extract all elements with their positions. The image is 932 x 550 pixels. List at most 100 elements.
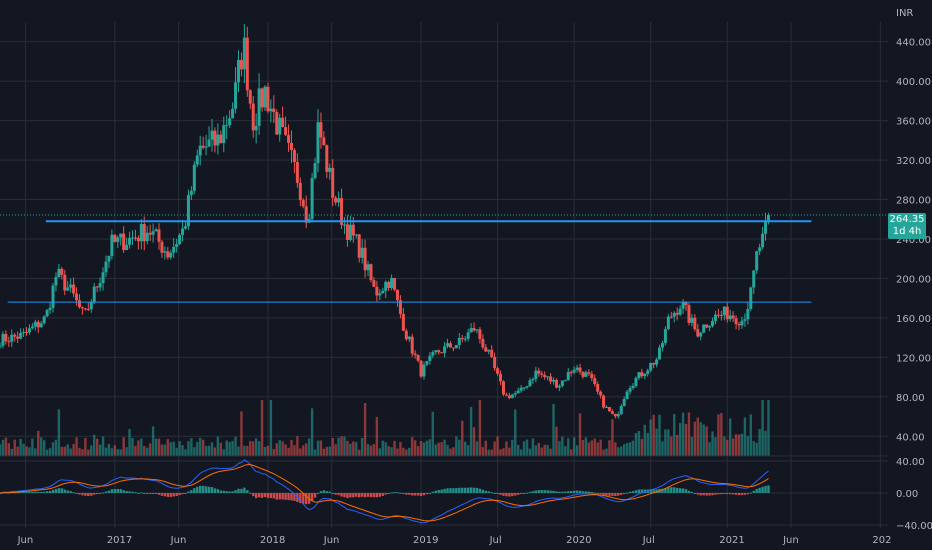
candle-body — [301, 200, 305, 207]
candle-body — [428, 355, 432, 361]
volume-bar — [375, 416, 379, 456]
candle-body — [328, 167, 332, 172]
macd-hist-bar — [720, 493, 723, 495]
candle-body — [761, 233, 765, 248]
macd-hist-bar — [166, 493, 170, 497]
volume-bar — [449, 448, 452, 456]
volume-bar — [578, 413, 582, 456]
macd-hist-bar — [260, 493, 264, 498]
volume-bar — [484, 440, 488, 456]
candle-body — [590, 373, 594, 379]
macd-hist-bar — [137, 492, 140, 494]
candle-body — [634, 378, 638, 386]
candle-body — [466, 332, 470, 339]
volume-bar — [275, 443, 278, 456]
candle-body — [637, 372, 641, 379]
candle-body — [743, 319, 747, 321]
price-axis[interactable]: 40.00 80.00 120.00 160.00 200.00 240.00 280.00… — [896, 38, 931, 444]
macd-tick-label: 40.00 — [896, 457, 925, 468]
volume-bar — [475, 441, 479, 456]
macd-hist-bar — [72, 492, 75, 494]
volume-bar — [122, 437, 125, 456]
macd-hist-bar — [549, 490, 552, 493]
candle-body — [119, 233, 123, 238]
macd-hist-bar — [502, 493, 505, 496]
signal-line — [0, 464, 769, 522]
volume-bar — [720, 413, 723, 456]
volume-bar — [670, 436, 673, 456]
macd-hist-bar — [42, 491, 46, 493]
volume-bar — [10, 448, 13, 456]
macd-hist-bar — [257, 493, 261, 498]
macd-hist-bar — [726, 493, 729, 495]
candle-body — [616, 413, 620, 417]
volume-bar — [284, 444, 287, 456]
macd-hist-bar — [93, 493, 96, 495]
volume-bar — [125, 447, 128, 456]
candle-body — [575, 367, 579, 370]
candle-body — [42, 316, 46, 324]
candle-body — [360, 247, 364, 258]
macd-hist-bar — [514, 493, 517, 496]
candle-body — [225, 125, 229, 127]
macd-hist-bar — [581, 491, 585, 493]
candle-body — [708, 326, 712, 328]
macd-hist-bar — [66, 490, 69, 493]
macd-hist-bar — [369, 493, 373, 498]
candle-body — [537, 370, 541, 374]
macd-hist-bar — [587, 491, 591, 493]
volume-bar — [319, 440, 323, 456]
volume-bar — [78, 447, 81, 456]
macd-hist-bar — [169, 493, 172, 497]
macd-hist-bar — [196, 486, 199, 493]
volume-bar — [0, 444, 2, 456]
time-tick-label: 2017 — [107, 535, 132, 546]
volume-bar — [310, 408, 314, 456]
candle-body — [631, 385, 635, 389]
candle-body — [419, 360, 423, 377]
volume-bar — [72, 444, 75, 456]
volume-bar — [266, 445, 270, 456]
macd-hist-bar — [237, 488, 240, 493]
volume-bar — [469, 406, 473, 456]
macd-hist-bar — [425, 493, 429, 495]
volume-bar — [631, 440, 635, 456]
volume-bar — [66, 444, 69, 456]
volume-bar — [328, 446, 331, 456]
macd-hist-bar — [702, 493, 705, 496]
candle-body — [378, 293, 382, 296]
volume-bar — [528, 448, 532, 456]
volume-bar — [455, 436, 458, 456]
candle-body — [342, 224, 346, 226]
macd-hist-bar — [484, 490, 488, 493]
candle-body — [619, 406, 623, 414]
volume-bar — [184, 449, 187, 456]
volume-bar — [384, 442, 387, 456]
volume-bar — [561, 436, 564, 456]
macd-axis[interactable]: 40.00 0.00 −40.00 — [896, 457, 932, 532]
macd-hist-bar — [567, 491, 570, 493]
time-axis[interactable]: Jun 2017 Jun 2018 Jun 2019 Jul 2020 Jul 2021 Jun 20… — [17, 535, 892, 546]
macd-hist-bar — [305, 493, 308, 505]
candle-body — [475, 329, 479, 331]
time-tick-label: Jun — [170, 535, 187, 546]
candle-body — [434, 350, 438, 353]
candle-body — [404, 330, 408, 340]
volume-bar — [257, 441, 261, 456]
macd-hist-bar — [758, 487, 761, 493]
volume-bar — [463, 441, 467, 456]
candle-body — [766, 214, 770, 221]
candle-body — [254, 125, 258, 131]
macd-hist-bar — [75, 493, 78, 494]
candle-body — [746, 308, 750, 320]
currency-label[interactable]: INR — [896, 8, 914, 19]
candle-body — [245, 37, 249, 91]
macd-hist-bar — [372, 493, 376, 498]
macd-hist-bar — [690, 491, 694, 493]
candle-body — [80, 307, 84, 309]
candle-body — [289, 142, 293, 151]
volume-bar — [131, 437, 134, 456]
macd-hist-bar — [693, 493, 697, 494]
horizontal-levels[interactable] — [7, 220, 812, 303]
